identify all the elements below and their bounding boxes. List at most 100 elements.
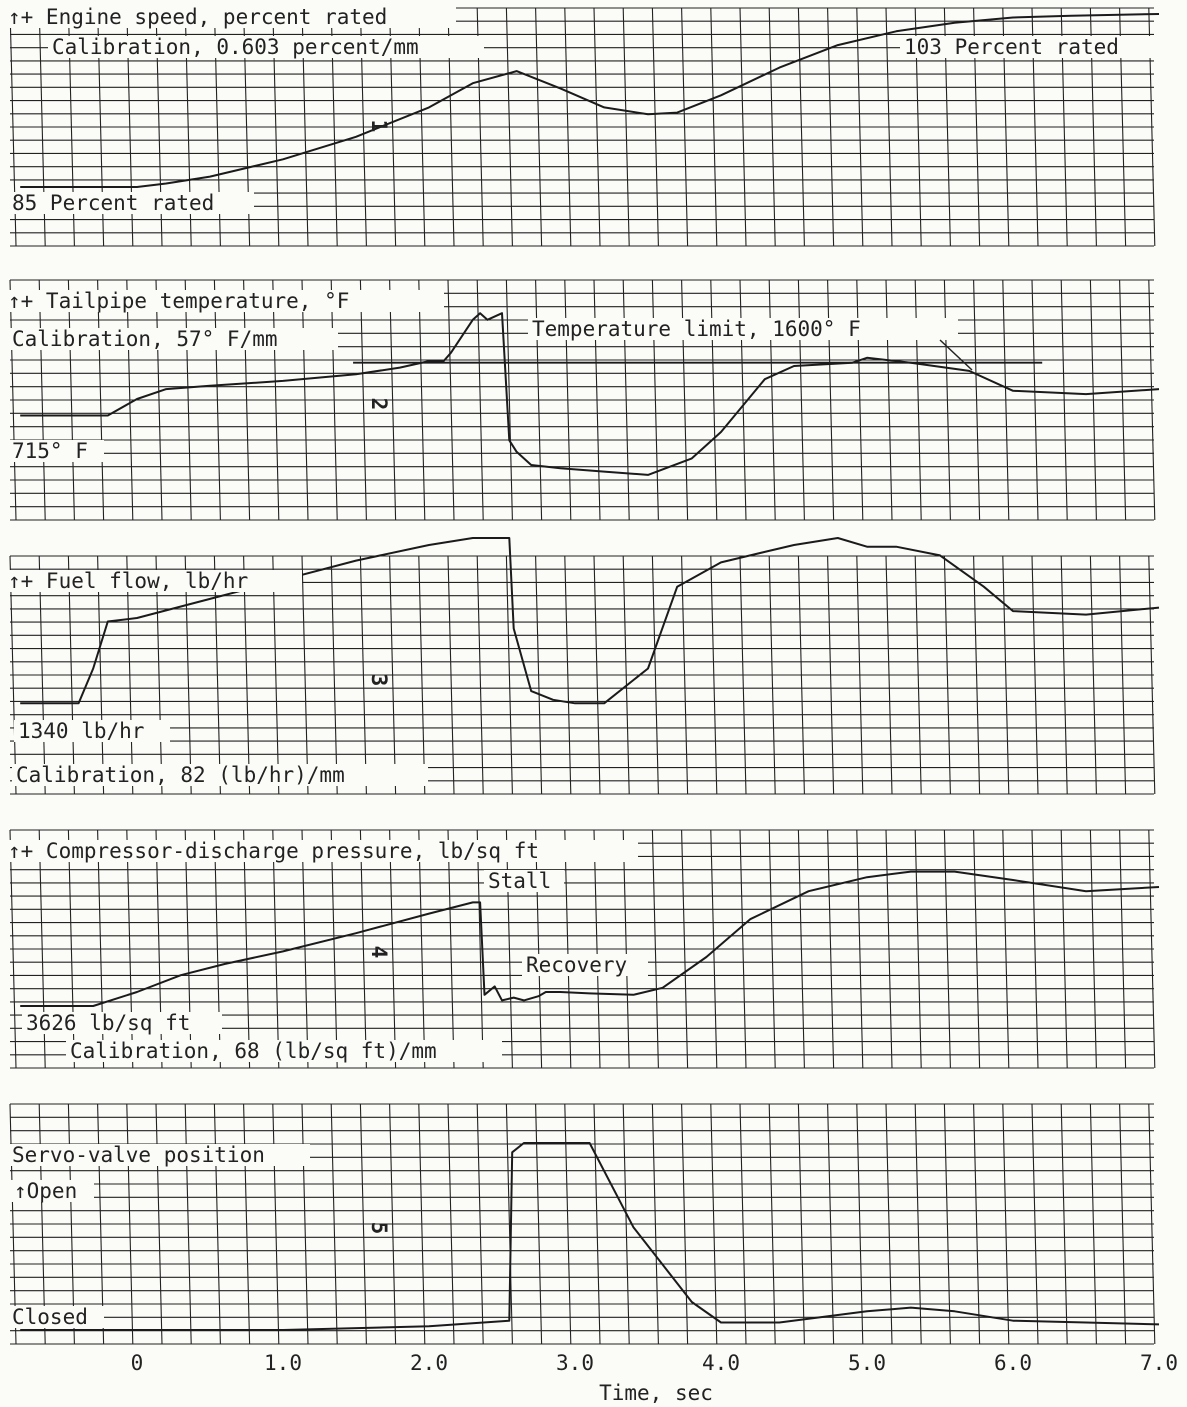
grid-vline	[476, 279, 484, 521]
grid-vline	[768, 829, 776, 1069]
grid-vline	[593, 1103, 601, 1345]
servo-valve-closed-label: Closed	[12, 1305, 88, 1329]
grid-vline	[359, 279, 367, 521]
servo-valve-title: Servo-valve position	[12, 1143, 265, 1167]
grid-vline	[593, 829, 601, 1069]
grid-vline	[184, 279, 192, 521]
grid-vline	[710, 829, 718, 1069]
trace-4	[20, 870, 1160, 1007]
engine-speed-calibration: Calibration, 0.603 percent/mm	[52, 35, 419, 59]
grid-vline	[681, 1103, 689, 1345]
grid-vline	[593, 555, 601, 795]
tailpipe-temperature-calibration: Calibration, 57° F/mm	[12, 327, 278, 351]
grid-vline	[914, 555, 922, 795]
grid-vline	[1089, 279, 1097, 521]
x-tick-label: 1.0	[264, 1351, 302, 1375]
trace-2	[20, 312, 1160, 476]
grid-vline	[973, 829, 981, 1069]
grid-vline	[681, 829, 689, 1069]
grid-vline	[739, 555, 747, 795]
grid-vline	[505, 1103, 513, 1345]
grid-vline	[9, 829, 17, 1069]
trace-1	[20, 13, 1160, 188]
grid-vline	[1002, 279, 1010, 521]
grid-vline	[1002, 555, 1010, 795]
grid-vline	[1148, 555, 1156, 795]
grid-vline	[1031, 555, 1039, 795]
grid-vline	[272, 279, 280, 521]
grid-vline	[1002, 1103, 1010, 1345]
trace-number-2: 2	[367, 398, 391, 411]
grid-vline	[827, 829, 835, 1069]
grid-vline	[739, 829, 747, 1069]
x-tick-label: 7.0	[1140, 1351, 1178, 1375]
grid-vline	[622, 555, 630, 795]
x-tick-label: 0	[131, 1351, 144, 1375]
grid-vline	[389, 829, 397, 1069]
grid-vline	[856, 829, 864, 1069]
grid-vline	[38, 279, 46, 521]
compressor-pressure-calibration: Calibration, 68 (lb/sq ft)/mm	[70, 1039, 437, 1063]
grid-vline	[827, 555, 835, 795]
grid-vline	[1031, 279, 1039, 521]
grid-vline	[885, 7, 893, 247]
grid-vline	[1060, 829, 1068, 1069]
chart-traces	[20, 13, 1160, 1331]
grid-vline	[330, 279, 338, 521]
grid-vline	[67, 555, 75, 795]
grid-vline	[243, 829, 251, 1069]
grid-vline	[827, 1103, 835, 1345]
grid-vline	[651, 829, 659, 1069]
x-axis-ticks: 0 1.0 2.0 3.0 4.0 5.0 6.0 7.0	[131, 1351, 1178, 1375]
grid-vline	[67, 279, 75, 521]
grid-vline	[1089, 829, 1097, 1069]
grid-vline	[272, 555, 280, 795]
x-tick-label: 6.0	[994, 1351, 1032, 1375]
trace-number-4: 4	[367, 946, 391, 959]
grid-vline	[505, 829, 513, 1069]
grid-vline	[710, 555, 718, 795]
grid-vline	[418, 279, 426, 521]
grid-vline	[797, 7, 805, 247]
x-tick-label: 5.0	[848, 1351, 886, 1375]
grid-vline	[447, 555, 455, 795]
temperature-limit-leader	[939, 339, 973, 371]
grid-vline	[447, 829, 455, 1069]
grid-vline	[476, 1103, 484, 1345]
grid-vline	[330, 555, 338, 795]
grid-vline	[330, 829, 338, 1069]
grid-vline	[681, 7, 689, 247]
x-tick-label: 4.0	[702, 1351, 740, 1375]
tailpipe-temperature-title: ↑+ Tailpipe temperature, °F	[8, 289, 349, 313]
grid-vline	[1089, 1103, 1097, 1345]
grid-vline	[418, 1103, 426, 1345]
grid-vline	[768, 555, 776, 795]
grid-vline	[476, 555, 484, 795]
grid-vline	[1119, 829, 1127, 1069]
grid-vline	[389, 1103, 397, 1345]
grid-vline	[856, 555, 864, 795]
grid-vline	[1031, 1103, 1039, 1345]
grid-vline	[564, 555, 572, 795]
grid-vline	[1148, 279, 1156, 521]
grid-vline	[9, 555, 17, 795]
grid-vline	[1060, 279, 1068, 521]
grid-vline	[797, 555, 805, 795]
grid-vline	[1060, 1103, 1068, 1345]
fuel-flow-base-label: 1340 lb/hr	[18, 719, 144, 743]
grid-vline	[359, 1103, 367, 1345]
fuel-flow-title: ↑+ Fuel flow, lb/hr	[8, 569, 248, 593]
grid-vline	[243, 279, 251, 521]
grid-vline	[9, 279, 17, 521]
grid-vline	[126, 279, 134, 521]
grid-vline	[389, 279, 397, 521]
grid-vline	[651, 1103, 659, 1345]
grid-vline	[1119, 555, 1127, 795]
trace-3	[20, 537, 1160, 705]
x-axis-label: Time, sec	[599, 1381, 713, 1405]
grid-vline	[447, 1103, 455, 1345]
grid-vline	[359, 829, 367, 1069]
grid-vline	[1002, 829, 1010, 1069]
grid-vline	[622, 829, 630, 1069]
grid-vline	[885, 1103, 893, 1345]
